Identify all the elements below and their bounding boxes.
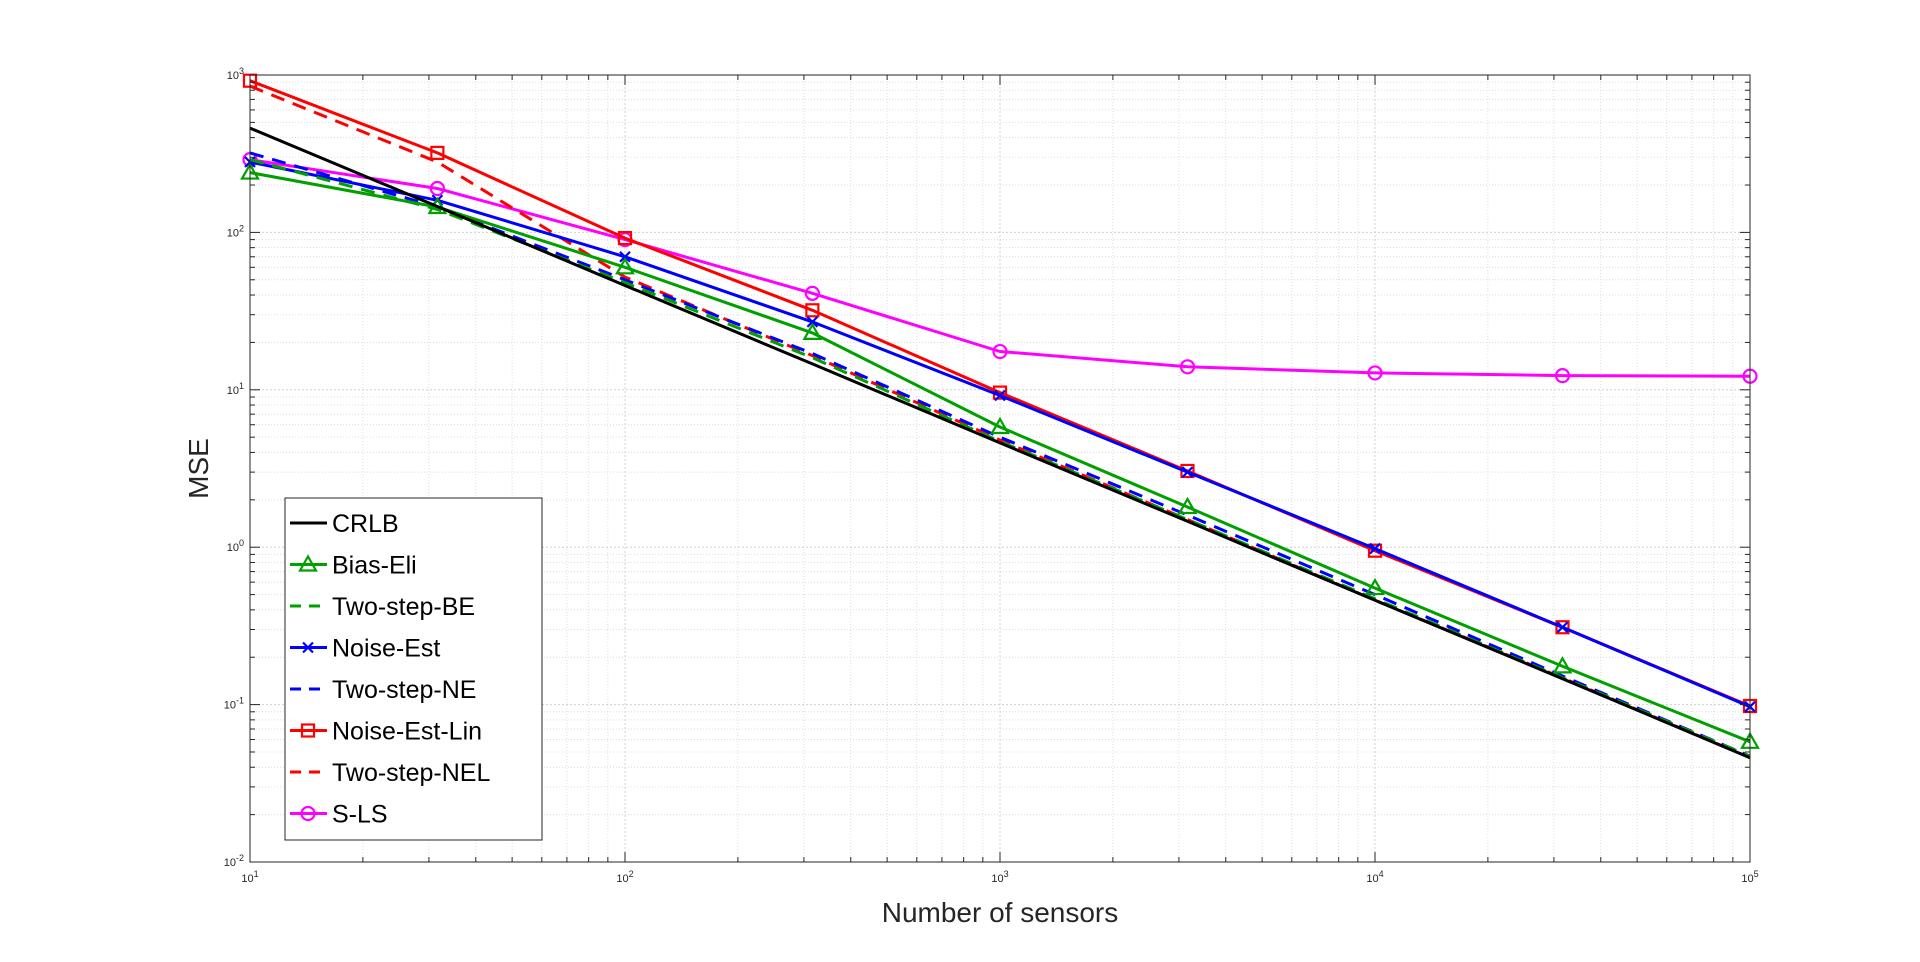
legend-label-noise-est-lin: Noise-Est-Lin	[332, 718, 482, 746]
legend-marker-noise-est-lin	[300, 723, 316, 738]
y-axis-label: MSE	[183, 438, 214, 499]
x-tick-label: 105	[1741, 869, 1758, 885]
legend-marker-noise-est	[302, 641, 314, 654]
legend-label-s-ls: S-LS	[332, 801, 388, 829]
data-point-s-ls	[1179, 359, 1196, 375]
legend-item-two-step-nel: Two-step-NEL	[290, 759, 490, 787]
legend-item-noise-est-lin: Noise-Est-Lin	[290, 718, 482, 746]
tick-labels: 101 102 103 104 105 10-2 10-1 100 101 102 103	[224, 66, 1759, 885]
data-point-s-ls	[1554, 368, 1571, 384]
legend-label-bias-eli: Bias-Eli	[332, 552, 417, 580]
legend-item-noise-est: Noise-Est	[290, 635, 440, 663]
series-crlb	[249, 126, 1751, 760]
series-two-step-nel	[249, 84, 1751, 760]
legend-item-crlb: CRLB	[290, 510, 399, 538]
y-tick-label: 100	[227, 538, 244, 554]
data-point-s-ls	[429, 180, 445, 197]
series-noise-est	[244, 156, 1756, 713]
series-layer	[240, 73, 1760, 760]
x-tick-label: 102	[616, 869, 633, 885]
legend-marker-s-ls	[300, 805, 316, 822]
data-point-noise-est	[1556, 621, 1569, 634]
legend-label-crlb: CRLB	[332, 510, 399, 538]
data-point-s-ls	[804, 285, 820, 301]
data-point-s-ls	[1367, 365, 1383, 381]
data-point-bias-eli	[1177, 496, 1198, 515]
data-point-bias-eli	[1365, 577, 1385, 596]
x-tick-label: 101	[241, 869, 258, 885]
legend-label-two-step-nel: Two-step-NEL	[332, 759, 490, 787]
legend-label-two-step-ne: Two-step-NE	[332, 676, 476, 704]
y-tick-label: 101	[227, 381, 244, 397]
legend-box	[284, 497, 543, 841]
data-point-noise-est	[806, 316, 819, 328]
y-tick-label: 10-2	[224, 853, 244, 869]
data-point-noise-est	[619, 251, 631, 263]
legend: CRLB Bias-Eli Two-step-BE Noise-Est Two-step…	[284, 497, 543, 841]
series-s-ls	[242, 152, 1758, 384]
series-line-bias-eli	[249, 171, 1751, 744]
data-point-noise-est-lin	[1555, 620, 1570, 635]
data-point-noise-est	[1181, 466, 1194, 478]
data-point-noise-est-lin	[805, 303, 820, 318]
legend-item-two-step-ne: Two-step-NE	[290, 676, 476, 704]
series-line-crlb	[249, 126, 1751, 760]
data-point-bias-eli	[802, 322, 823, 340]
legend-item-s-ls: S-LS	[290, 801, 388, 829]
x-tick-label: 104	[1366, 869, 1383, 885]
y-tick-label: 103	[227, 66, 244, 82]
data-point-noise-est-lin	[430, 145, 445, 160]
legend-label-two-step-be: Two-step-BE	[332, 593, 475, 621]
x-axis-label: Number of sensors	[882, 897, 1119, 928]
y-tick-label: 10-1	[224, 696, 244, 712]
legend-label-noise-est: Noise-Est	[332, 635, 440, 663]
data-point-bias-eli	[1552, 656, 1573, 674]
data-point-noise-est	[1369, 542, 1381, 555]
legend-marker-bias-eli	[298, 554, 318, 572]
series-line-two-step-nel	[249, 84, 1751, 760]
data-point-noise-est	[994, 389, 1006, 402]
x-tick-label: 103	[991, 869, 1008, 885]
legend-item-bias-eli: Bias-Eli	[290, 552, 417, 580]
legend-item-two-step-be: Two-step-BE	[290, 593, 475, 621]
y-tick-label: 102	[227, 223, 244, 239]
axis-ticks	[249, 74, 1751, 863]
data-point-bias-eli	[990, 416, 1010, 435]
data-point-bias-eli	[615, 257, 635, 275]
series-line-s-ls	[249, 158, 1751, 378]
data-point-s-ls	[992, 343, 1008, 360]
data-point-noise-est-lin	[617, 230, 633, 246]
